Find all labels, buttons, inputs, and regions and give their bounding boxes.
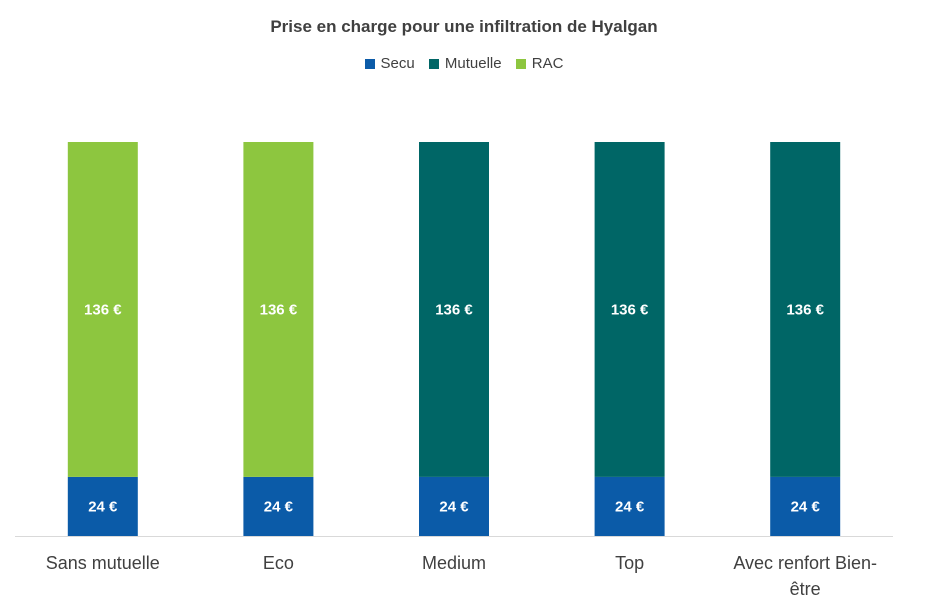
bar-rac-0 (67, 142, 138, 477)
legend-label-mutuelle: Mutuelle (444, 55, 502, 72)
bar-mutuelle-2 (419, 142, 489, 477)
data-label-secu-4: 24 € (791, 498, 821, 515)
bar-secu-0 (67, 476, 138, 536)
data-label-secu-2: 24 € (439, 498, 469, 515)
category-label-3: Top (615, 553, 644, 573)
legend-swatch-mutuelle (428, 58, 439, 69)
legend-label-rac: RAC (531, 55, 564, 72)
category-label-0: Sans mutuelle (46, 553, 160, 573)
category-label-4: Avec renfort Bien- (733, 553, 877, 573)
bar-secu-3 (594, 476, 665, 536)
legend-item-mutuelle: Mutuelle (428, 55, 502, 72)
category-label-4-line2: être (790, 579, 821, 599)
chart-title: Prise en charge pour une infiltration de… (270, 17, 658, 36)
data-label-mutuelle-4: 136 € (786, 301, 824, 318)
data-label-mutuelle-3: 136 € (611, 301, 649, 318)
data-label-rac-1: 136 € (260, 301, 298, 318)
bar-secu-2 (419, 476, 489, 536)
legend-item-secu: Secu (364, 55, 415, 72)
bar-secu-4 (770, 476, 841, 536)
bar-mutuelle-3 (594, 142, 665, 477)
bar-rac-1 (243, 142, 314, 477)
bar-mutuelle-4 (770, 142, 841, 477)
data-label-secu-3: 24 € (615, 498, 645, 515)
legend-swatch-secu (364, 58, 375, 69)
data-label-secu-1: 24 € (264, 498, 294, 515)
data-label-secu-0: 24 € (88, 498, 118, 515)
legend-item-rac: RAC (515, 55, 564, 72)
category-label-1: Eco (263, 553, 294, 573)
data-label-mutuelle-2: 136 € (435, 301, 473, 318)
category-label-2: Medium (422, 553, 486, 573)
data-label-rac-0: 136 € (84, 301, 122, 318)
legend: Secu Mutuelle RAC (0, 55, 928, 73)
legend-label-secu: Secu (380, 55, 415, 72)
bar-secu-1 (243, 476, 314, 536)
legend-swatch-rac (515, 58, 526, 69)
